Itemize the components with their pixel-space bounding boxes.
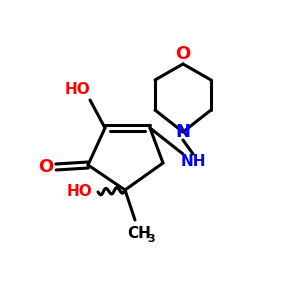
Text: N: N xyxy=(176,123,190,141)
Text: O: O xyxy=(38,158,54,176)
Text: O: O xyxy=(176,45,190,63)
Text: CH: CH xyxy=(127,226,151,241)
Text: HO: HO xyxy=(67,184,93,200)
Text: 3: 3 xyxy=(147,234,155,244)
Text: HO: HO xyxy=(64,82,90,98)
Text: NH: NH xyxy=(180,154,206,169)
